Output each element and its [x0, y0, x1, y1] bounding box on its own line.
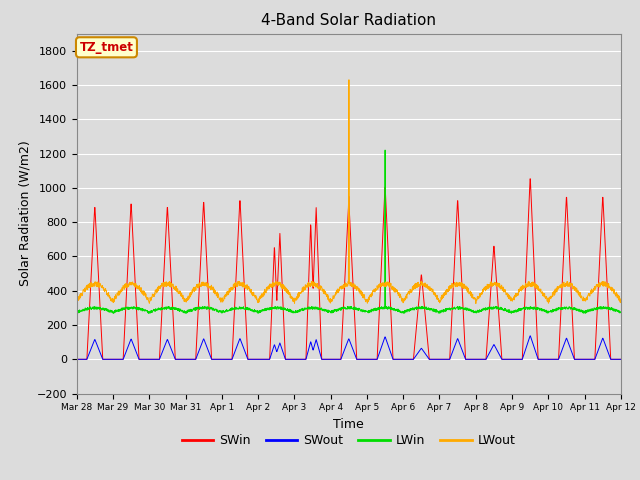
- LWin: [225, 308, 232, 314]
- SWout: [376, 348, 384, 354]
- LWout: [365, 294, 372, 300]
- LWin: [584, 309, 592, 314]
- SWout: [73, 357, 81, 362]
- LWin: [73, 310, 81, 315]
- LWout: [225, 288, 232, 294]
- SWin: [225, 357, 232, 362]
- LWout: [508, 295, 515, 301]
- Y-axis label: Solar Radiation (W/m2): Solar Radiation (W/m2): [18, 141, 31, 287]
- SWin: [507, 357, 515, 362]
- Line: LWin: LWin: [77, 150, 621, 313]
- Legend: SWin, SWout, LWin, LWout: SWin, SWout, LWin, LWout: [177, 429, 521, 452]
- LWout: [472, 300, 480, 306]
- SWin: [569, 325, 577, 331]
- LWout: [617, 298, 625, 304]
- SWout: [569, 352, 577, 358]
- LWout: [570, 285, 577, 291]
- SWout: [584, 357, 592, 362]
- SWin: [526, 176, 534, 182]
- SWin: [617, 357, 625, 362]
- SWin: [584, 357, 592, 362]
- LWout: [584, 292, 592, 298]
- LWout: [73, 298, 81, 303]
- Line: LWout: LWout: [77, 80, 621, 303]
- SWin: [365, 357, 372, 362]
- LWin: [381, 147, 388, 153]
- SWout: [526, 333, 534, 339]
- LWout: [376, 282, 384, 288]
- X-axis label: Time: Time: [333, 418, 364, 431]
- LWout: [345, 77, 353, 83]
- LWin: [508, 309, 515, 314]
- SWout: [617, 357, 625, 362]
- SWout: [507, 357, 515, 362]
- Line: SWin: SWin: [77, 179, 621, 360]
- LWin: [109, 311, 117, 316]
- SWout: [225, 357, 232, 362]
- SWin: [73, 357, 81, 362]
- LWin: [376, 305, 384, 311]
- SWin: [376, 290, 384, 296]
- SWout: [365, 357, 372, 362]
- Text: TZ_tmet: TZ_tmet: [79, 41, 133, 54]
- Title: 4-Band Solar Radiation: 4-Band Solar Radiation: [261, 13, 436, 28]
- Line: SWout: SWout: [77, 336, 621, 360]
- LWin: [365, 308, 372, 313]
- LWin: [617, 309, 625, 314]
- LWin: [570, 307, 577, 313]
